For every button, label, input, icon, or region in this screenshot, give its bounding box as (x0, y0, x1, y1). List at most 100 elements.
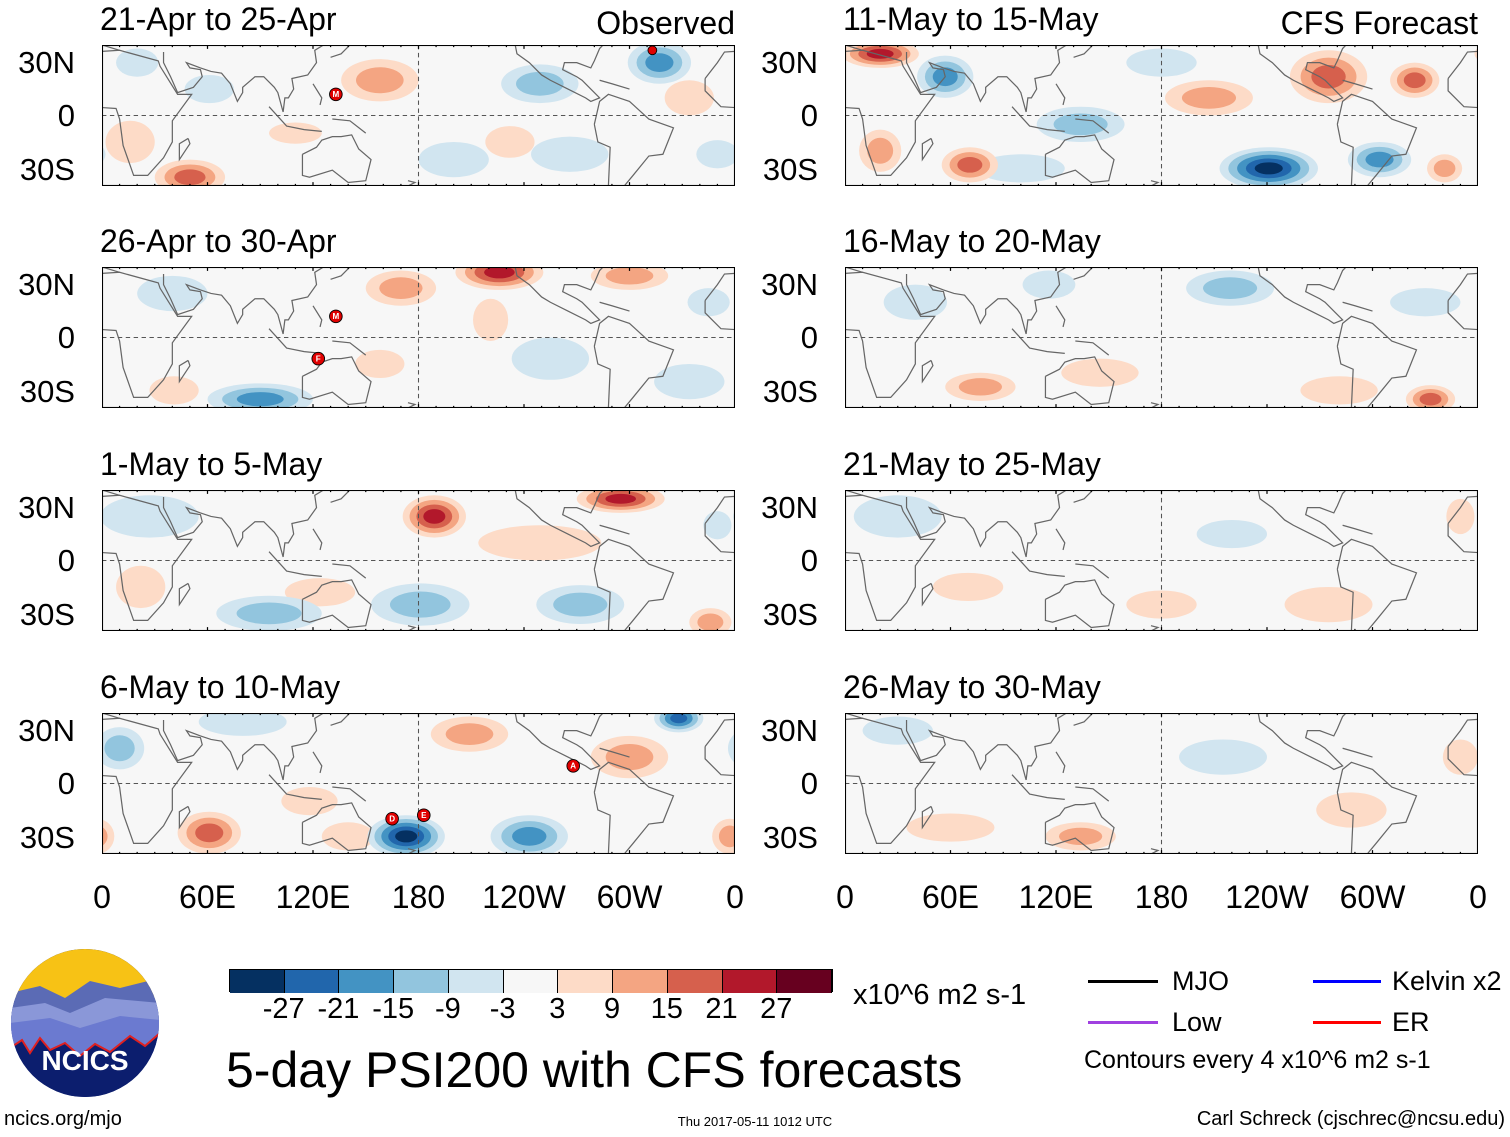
coastline (332, 563, 367, 579)
ncics-logo: NCICS (11, 949, 159, 1097)
negative-anomaly (976, 154, 1065, 183)
panel-title: 21-May to 25-May (843, 446, 1101, 482)
positive-anomaly (697, 613, 724, 631)
storm-marker: M (329, 309, 343, 324)
positive-anomaly (355, 349, 405, 379)
coastline (905, 45, 1067, 113)
anomaly-map (845, 45, 1478, 186)
negative-anomaly (137, 275, 208, 312)
colorbar-swatch (777, 970, 832, 993)
negative-anomaly (654, 363, 725, 400)
positive-anomaly (1284, 586, 1373, 623)
positive-anomaly (379, 277, 423, 299)
footer-author: Carl Schreck (cjschrec@ncsu.edu) (1196, 1108, 1505, 1130)
positive-anomaly (1311, 64, 1346, 89)
lat-label: 0 (57, 766, 75, 801)
legend-label-er: ER (1392, 1007, 1430, 1037)
coastline (1342, 79, 1373, 90)
storm-label: D (389, 815, 395, 824)
lat-label: 30S (762, 597, 818, 632)
lon-label: 120E (275, 879, 351, 915)
coastline (905, 267, 1067, 335)
positive-anomaly (484, 267, 515, 279)
positive-anomaly (423, 509, 446, 524)
colorbar-label: -9 (435, 993, 461, 1025)
negative-anomaly (516, 71, 564, 96)
storm-label: A (570, 762, 576, 771)
negative-anomaly (727, 733, 735, 764)
footer-url[interactable]: ncics.org/mjo (4, 1108, 122, 1130)
lat-label: 0 (57, 543, 75, 578)
coastline (905, 713, 1067, 781)
coastline (312, 305, 323, 328)
positive-anomaly (1300, 376, 1378, 405)
storm-marker: F (311, 351, 326, 366)
panel-title: 21-Apr to 25-Apr (100, 1, 337, 37)
coastline (599, 79, 630, 90)
lon-label: 60E (179, 879, 236, 915)
coastline (330, 713, 351, 726)
colorbar-swatch (613, 970, 668, 993)
coastline (1149, 180, 1160, 186)
lat-label: 30N (761, 45, 818, 80)
positive-anomaly (473, 298, 509, 342)
coastline (599, 301, 630, 312)
coastline (1073, 267, 1094, 280)
coastline (301, 802, 372, 852)
coastline (1342, 747, 1373, 758)
lon-label: 120W (1225, 879, 1309, 915)
colorbar-swatch (503, 970, 559, 993)
lon-label: 120E (1018, 879, 1094, 915)
colorbar-label: -3 (489, 993, 516, 1025)
positive-anomaly (269, 122, 322, 144)
legend-line-low (1088, 1021, 1158, 1024)
colorbar-swatch (394, 970, 449, 993)
colorbar-label: 27 (760, 993, 793, 1025)
lat-label: 0 (800, 98, 818, 133)
coastline (330, 490, 351, 503)
anomaly-map: D E A (102, 713, 735, 854)
lon-label: 120W (482, 879, 566, 915)
lat-label: 30N (761, 490, 818, 525)
coastline (1075, 340, 1110, 356)
coastline (312, 528, 323, 551)
coastline (330, 267, 351, 280)
coastline (593, 93, 675, 186)
positive-anomaly (321, 822, 375, 851)
coastline (102, 494, 193, 622)
coastline (1336, 761, 1418, 854)
positive-anomaly (174, 169, 206, 186)
positive-anomaly (718, 825, 735, 848)
negative-anomaly (853, 495, 942, 538)
coastline (1044, 802, 1115, 852)
negative-anomaly (389, 591, 451, 618)
coastline (1075, 118, 1110, 134)
positive-anomaly (958, 378, 1003, 396)
positive-anomaly (195, 823, 224, 843)
coastline (1257, 267, 1347, 325)
negative-anomaly (703, 511, 732, 540)
negative-anomaly (553, 592, 608, 617)
coastline (312, 751, 323, 774)
storm-marker: M (329, 87, 343, 102)
negative-anomaly (236, 602, 302, 625)
coastline (178, 137, 191, 162)
coastline (1257, 490, 1347, 548)
positive-anomaly (1442, 739, 1478, 775)
negative-anomaly (1365, 151, 1394, 168)
coastline (1149, 625, 1160, 631)
positive-anomaly (149, 376, 199, 405)
anomaly-map (102, 490, 735, 631)
positive-anomaly (957, 157, 983, 173)
coastline (1055, 83, 1066, 106)
positive-anomaly (281, 787, 338, 816)
positive-anomaly (1316, 792, 1387, 828)
negative-anomaly (512, 826, 547, 846)
coastline (1044, 134, 1115, 184)
contour-note: Contours every 4 x10^6 m2 s-1 (1084, 1046, 1431, 1074)
coastline (1075, 563, 1110, 579)
coastline (1342, 301, 1373, 312)
positive-anomaly (102, 819, 115, 854)
panel-title: 6-May to 10-May (100, 669, 341, 705)
lat-label: 0 (800, 543, 818, 578)
